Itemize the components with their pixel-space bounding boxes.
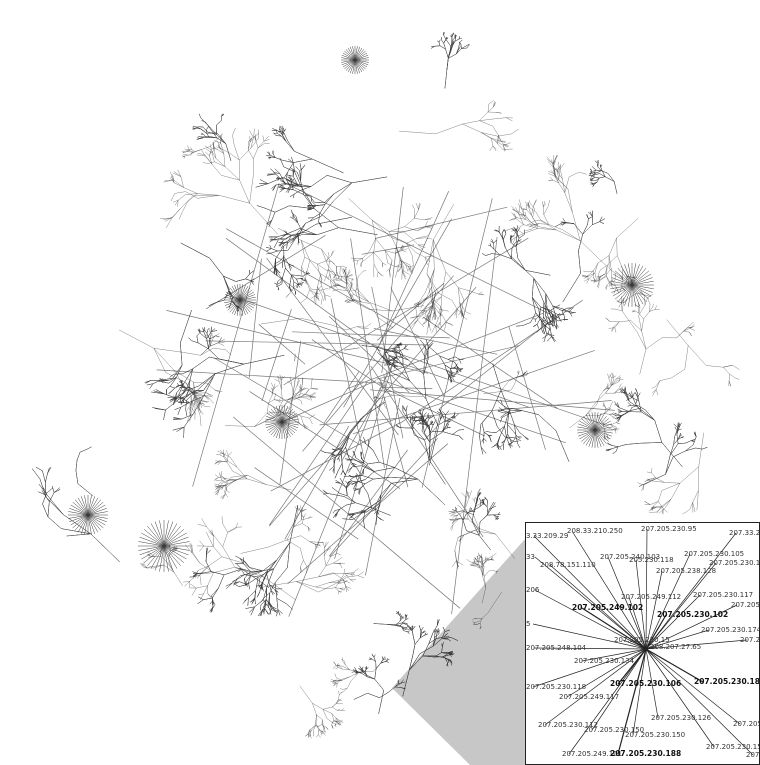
inset-edge bbox=[566, 648, 647, 698]
inset-edge bbox=[645, 648, 715, 748]
node-label: 3.33.209.29 bbox=[526, 532, 569, 540]
node-label: 207.205.230.174 bbox=[701, 626, 760, 634]
node-label: 207.205.249.101 bbox=[562, 750, 623, 758]
inset-edge bbox=[645, 648, 659, 719]
node-label: 208.207.27.65 bbox=[650, 643, 702, 651]
inset-edge bbox=[645, 594, 701, 650]
node-label: 207.205.230.150 bbox=[625, 731, 686, 739]
inset-edge bbox=[645, 532, 737, 650]
node-label: 207.205.249.112 bbox=[621, 593, 682, 601]
inset-edge bbox=[635, 559, 647, 650]
node-label: 207.205.230.102 bbox=[657, 610, 729, 619]
node-label: 207.205.230.150 bbox=[584, 726, 645, 734]
node-label: 208.78.151.110 bbox=[540, 561, 596, 569]
node-label: 207.205.248.104 bbox=[526, 644, 587, 652]
node-label: 207.205.249.117 bbox=[559, 693, 620, 701]
node-label: 207.205.230.105 bbox=[684, 550, 745, 558]
inset-edge bbox=[571, 530, 647, 650]
node-label: 207.205.2 bbox=[731, 601, 760, 609]
node-label: 207.205.230.112 bbox=[538, 721, 599, 729]
zoom-inset: 3.33.209.29 208.33.210.250 207.205.230.95 2… bbox=[525, 522, 760, 765]
inset-edge bbox=[533, 535, 647, 650]
node-label: 207.205.230.95 bbox=[641, 525, 697, 533]
inset-edge bbox=[591, 648, 647, 731]
node-label: 207.205.230.126 bbox=[651, 714, 712, 722]
node-label: 207.205.230.188 bbox=[610, 749, 682, 758]
inset-edge bbox=[645, 648, 754, 756]
inset-edge bbox=[645, 648, 704, 683]
node-label: 207.205.249.102 bbox=[572, 603, 644, 612]
node-label: 205.230.118 bbox=[629, 556, 674, 564]
star-cluster-6 bbox=[577, 412, 613, 448]
node-label: 33 bbox=[526, 553, 535, 561]
inset-edge bbox=[617, 648, 647, 755]
inset-edge bbox=[645, 614, 667, 650]
inset-edge bbox=[645, 604, 738, 650]
star-cluster-4 bbox=[341, 46, 369, 74]
inset-edge bbox=[645, 629, 710, 650]
star-cluster-3 bbox=[138, 520, 190, 572]
node-label: 207.2 bbox=[746, 751, 760, 759]
node-label: 207.205.230.117 bbox=[693, 591, 754, 599]
inset-edge bbox=[544, 648, 647, 726]
edge-bundle bbox=[31, 32, 740, 739]
inset-edge bbox=[645, 648, 741, 725]
backbone-edges bbox=[156, 180, 615, 617]
hub-node bbox=[644, 647, 648, 651]
inset-edge bbox=[645, 528, 648, 650]
node-label: 5 bbox=[526, 620, 531, 628]
inset-edge bbox=[645, 646, 658, 650]
inset-edge bbox=[645, 639, 748, 650]
node-label: 207.33.20 bbox=[729, 529, 760, 537]
inset-edge bbox=[581, 648, 647, 662]
node-label: 207.205.230.15 bbox=[614, 636, 670, 644]
inset-edge bbox=[632, 648, 647, 736]
inset-edge bbox=[534, 556, 647, 650]
node-label: 207.205.230.186 bbox=[694, 677, 760, 686]
inset-edge bbox=[645, 553, 691, 650]
node-label: 207.205.230.118 bbox=[526, 683, 587, 691]
star-cluster-2 bbox=[265, 405, 299, 439]
inset-edge bbox=[581, 607, 647, 650]
network-edges bbox=[31, 32, 740, 739]
inset-edge bbox=[645, 570, 663, 650]
zoom-shadow bbox=[392, 538, 526, 765]
star-cluster-1 bbox=[610, 263, 654, 307]
inset-edge bbox=[628, 596, 647, 650]
node-label: 207.205.230.134 bbox=[574, 657, 635, 665]
node-label: 207.205.240.103 bbox=[600, 553, 661, 561]
node-label: 207.205.230.123 bbox=[709, 559, 760, 567]
inset-edge bbox=[533, 647, 647, 650]
inset-edge bbox=[645, 562, 717, 650]
node-label: 207.205.238.128 bbox=[656, 567, 717, 575]
node-label: 207.205.230.155 bbox=[706, 743, 759, 751]
inset-edge bbox=[532, 623, 647, 650]
inset-edge bbox=[534, 589, 647, 650]
node-label: 208.33.210.250 bbox=[567, 527, 623, 535]
inset-edge bbox=[607, 556, 647, 650]
inset-edge bbox=[622, 639, 647, 650]
node-label: 207.20 bbox=[740, 636, 760, 644]
inset-edge bbox=[549, 564, 647, 650]
inset-edge bbox=[568, 648, 647, 755]
inset-edges bbox=[532, 528, 754, 756]
node-label: 206 bbox=[526, 586, 540, 594]
node-label: 207.205 bbox=[733, 720, 760, 728]
star-cluster-5 bbox=[224, 284, 256, 316]
node-label: 207.205.230.106 bbox=[610, 679, 682, 688]
inset-edge bbox=[532, 648, 647, 688]
star-cluster-0 bbox=[68, 495, 108, 535]
